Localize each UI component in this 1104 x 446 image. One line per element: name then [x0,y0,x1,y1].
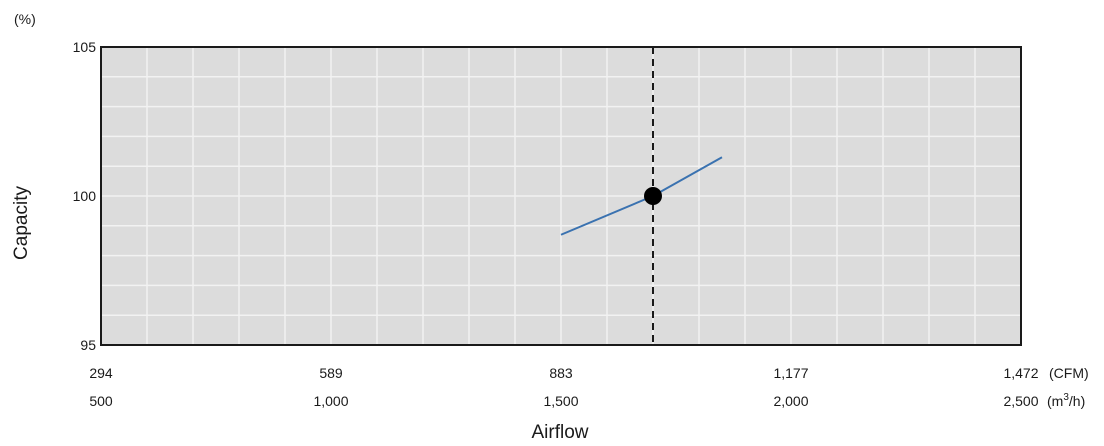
x-unit-m3h-superscript: 3 [1063,392,1069,403]
x-unit-m3h-prefix: (m [1047,393,1063,409]
operating-point-marker [644,187,662,205]
y-tick-label: 95 [80,337,96,353]
plot-border [100,46,1022,346]
x-unit-m3h-suffix: /h) [1069,393,1085,409]
y-unit-label: (%) [14,11,36,27]
x-tick-label-cfm: 294 [89,365,113,381]
x-tick-label-m3h: 500 [89,393,113,409]
x-tick-label-cfm: 1,472 [1003,365,1038,381]
x-unit-cfm-label: (CFM) [1049,365,1089,381]
y-tick-labels: 95 100 105 [73,39,97,353]
x-tick-labels: 294 500 589 1,000 883 1,500 1,177 2,000 1,472 2,5… [89,365,1038,409]
x-unit-m3h-label: (m3/h) [1047,392,1085,409]
x-tick-label-m3h: 2,000 [773,393,808,409]
x-tick-label-cfm: 589 [319,365,343,381]
x-tick-label-m3h: 1,500 [543,393,578,409]
y-axis-title: Capacity [11,186,32,260]
x-tick-label-m3h: 2,500 [1003,393,1038,409]
x-tick-label-cfm: 883 [549,365,573,381]
x-tick-label-m3h: 1,000 [313,393,348,409]
x-axis-title: Airflow [531,422,588,441]
y-tick-label: 105 [73,39,97,55]
y-tick-label: 100 [73,188,97,204]
grid-lines [101,47,1021,345]
x-tick-label-cfm: 1,177 [773,365,808,381]
